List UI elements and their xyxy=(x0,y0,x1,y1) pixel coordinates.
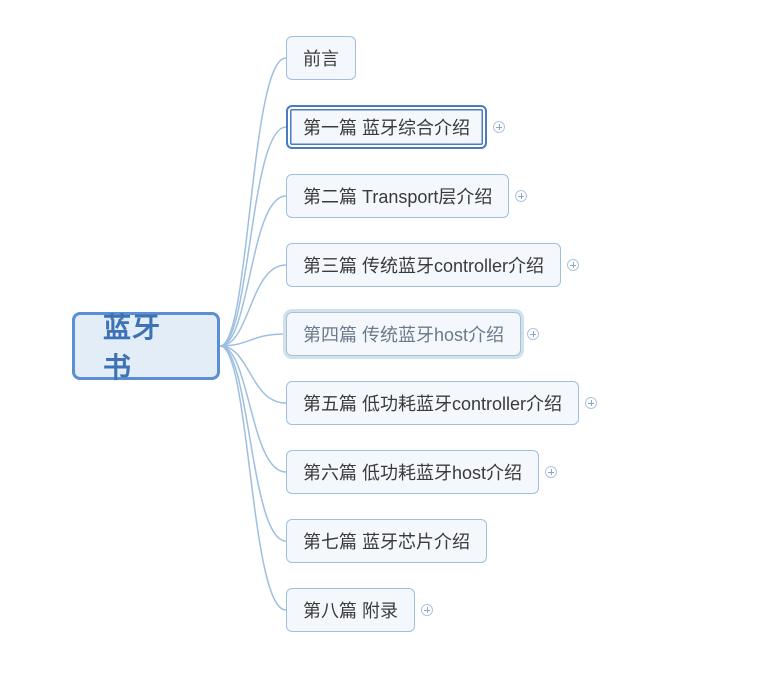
child-node-label: 第七篇 蓝牙芯片介绍 xyxy=(303,528,470,554)
child-node-label: 第六篇 低功耗蓝牙host介绍 xyxy=(303,459,522,485)
child-node-label: 第八篇 附录 xyxy=(303,597,398,623)
mindmap-canvas: 蓝牙书 前言第一篇 蓝牙综合介绍第二篇 Transport层介绍第三篇 传统蓝牙… xyxy=(0,0,774,678)
expand-icon[interactable] xyxy=(421,604,433,616)
child-node-1[interactable]: 第一篇 蓝牙综合介绍 xyxy=(286,105,487,149)
child-node-2[interactable]: 第二篇 Transport层介绍 xyxy=(286,174,509,218)
child-node-3[interactable]: 第三篇 传统蓝牙controller介绍 xyxy=(286,243,561,287)
root-node[interactable]: 蓝牙书 xyxy=(72,312,220,380)
child-node-7[interactable]: 第七篇 蓝牙芯片介绍 xyxy=(286,519,487,563)
child-node-0[interactable]: 前言 xyxy=(286,36,356,80)
expand-icon[interactable] xyxy=(585,397,597,409)
child-node-8[interactable]: 第八篇 附录 xyxy=(286,588,415,632)
root-node-label: 蓝牙书 xyxy=(103,306,189,386)
child-node-label: 第一篇 蓝牙综合介绍 xyxy=(303,114,470,140)
child-node-5[interactable]: 第五篇 低功耗蓝牙controller介绍 xyxy=(286,381,579,425)
child-node-label: 前言 xyxy=(303,45,339,71)
expand-icon[interactable] xyxy=(567,259,579,271)
child-node-label: 第二篇 Transport层介绍 xyxy=(303,183,492,209)
expand-icon[interactable] xyxy=(515,190,527,202)
child-node-4[interactable]: 第四篇 传统蓝牙host介绍 xyxy=(286,312,521,356)
expand-icon[interactable] xyxy=(545,466,557,478)
child-node-label: 第三篇 传统蓝牙controller介绍 xyxy=(303,252,544,278)
child-node-label: 第五篇 低功耗蓝牙controller介绍 xyxy=(303,390,562,416)
child-node-label: 第四篇 传统蓝牙host介绍 xyxy=(303,321,504,347)
child-node-6[interactable]: 第六篇 低功耗蓝牙host介绍 xyxy=(286,450,539,494)
expand-icon[interactable] xyxy=(493,121,505,133)
expand-icon[interactable] xyxy=(527,328,539,340)
